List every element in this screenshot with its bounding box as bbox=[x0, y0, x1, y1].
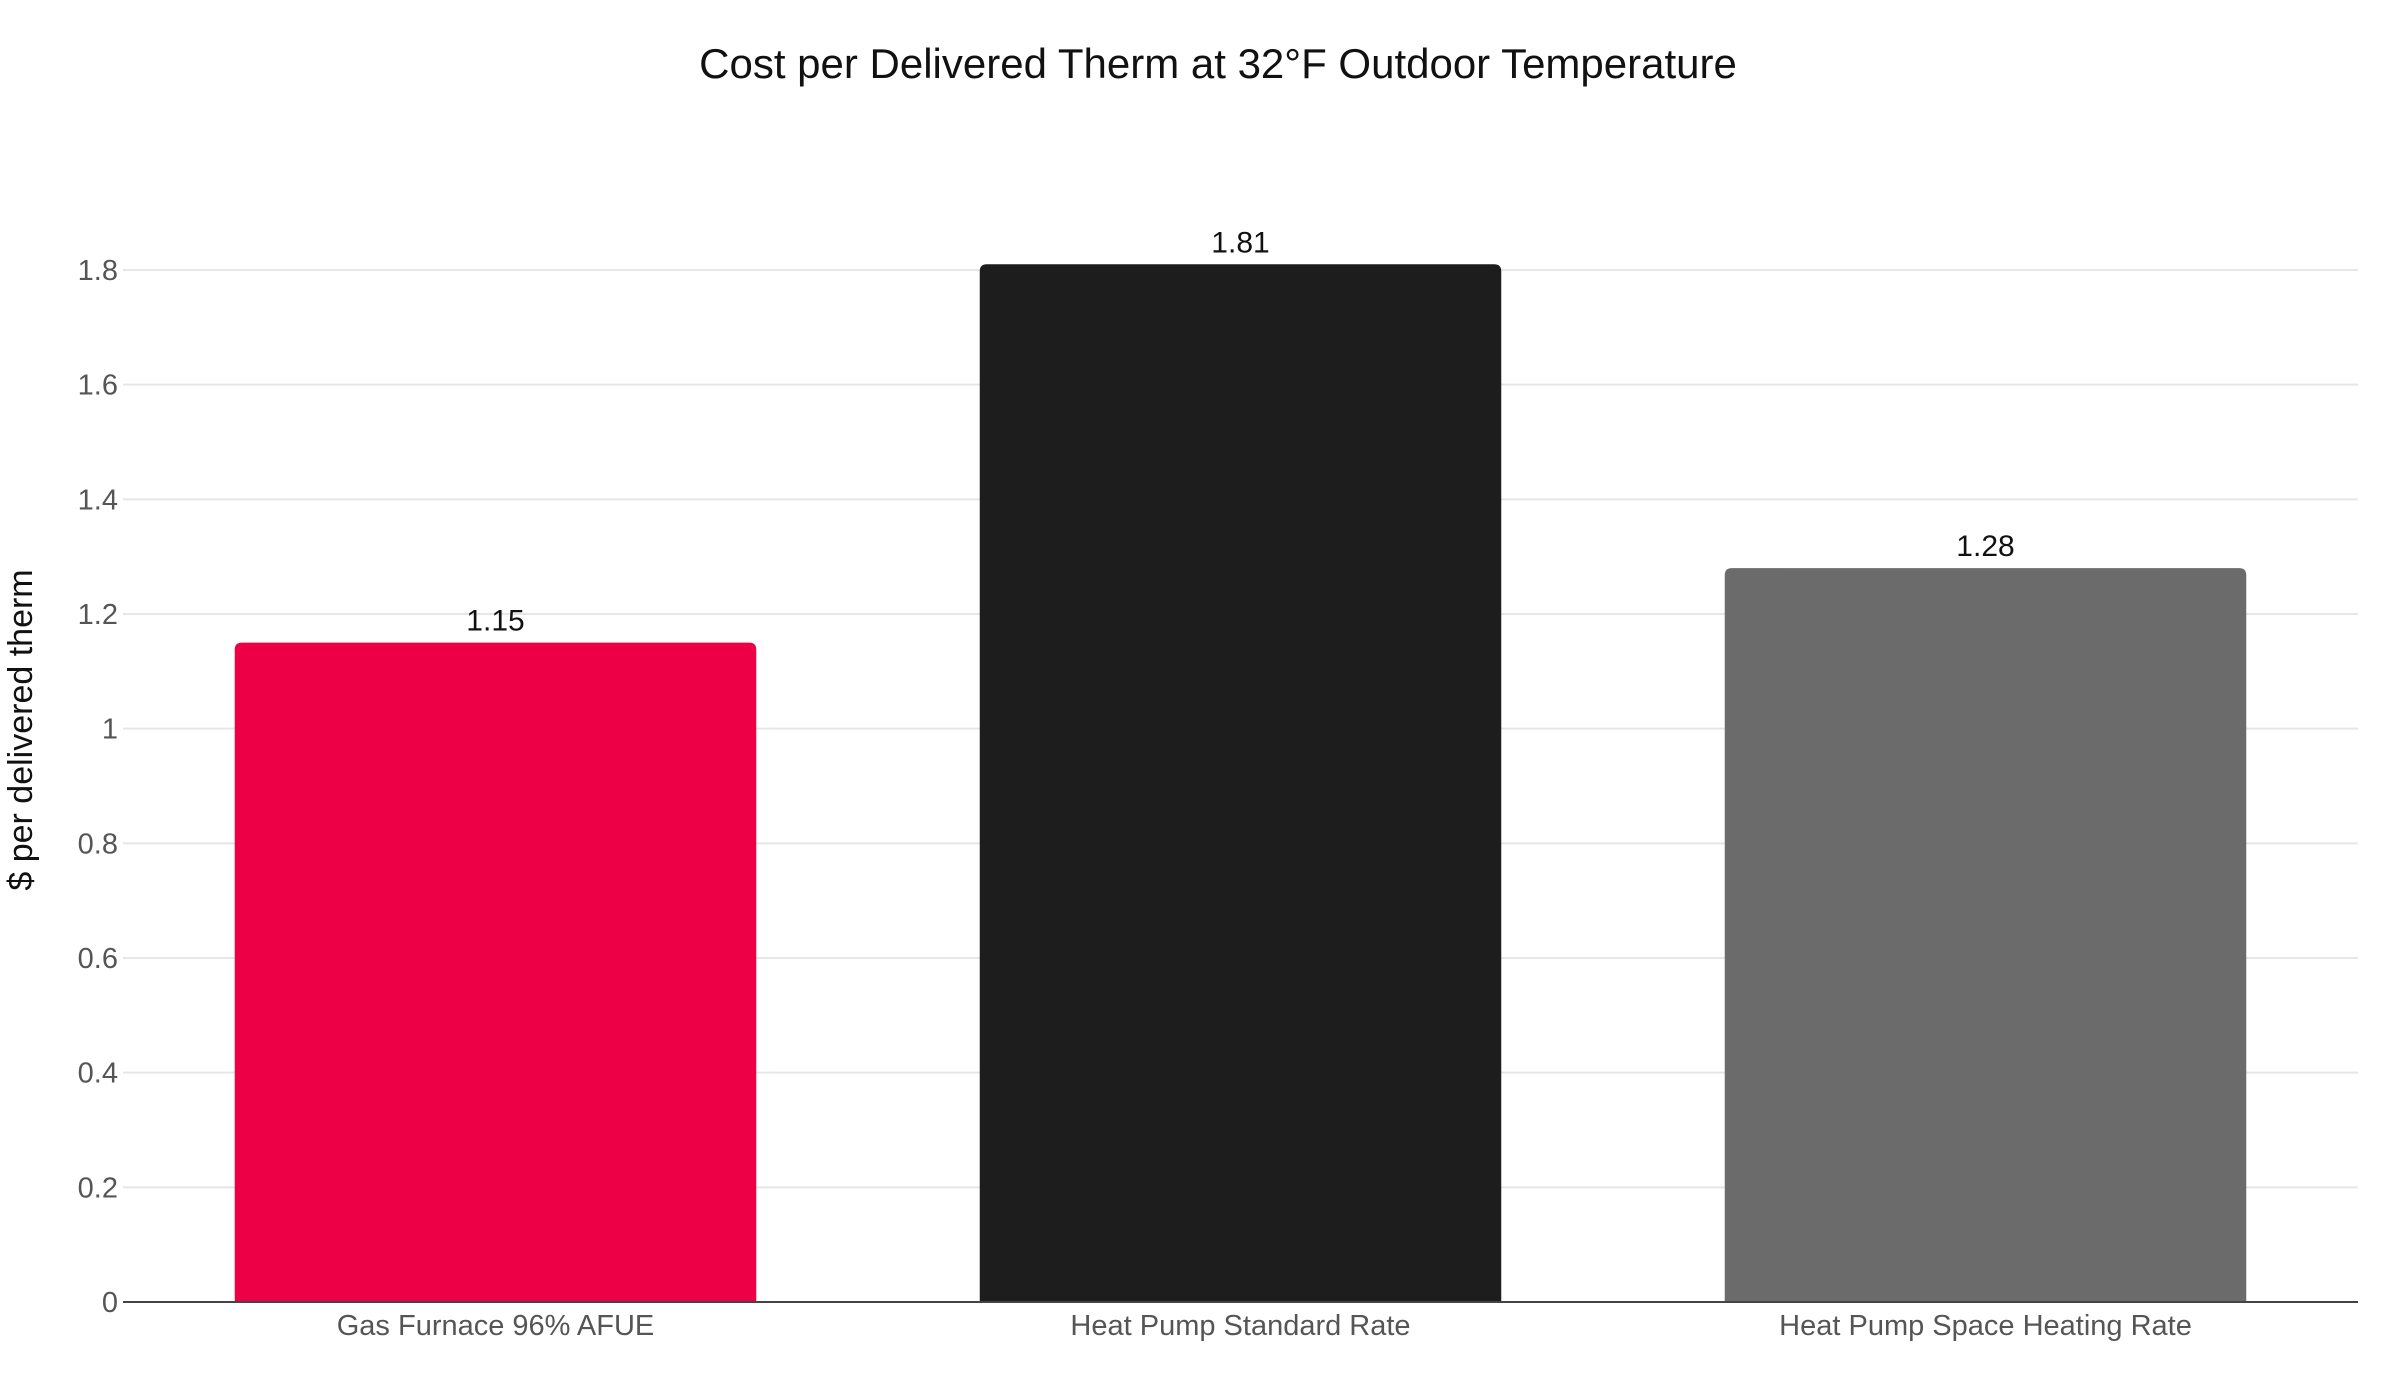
y-tick-label: 0.2 bbox=[78, 1172, 118, 1204]
x-tick-label: Heat Pump Standard Rate bbox=[1070, 1310, 1410, 1342]
x-tick-label: Heat Pump Space Heating Rate bbox=[1779, 1310, 2192, 1342]
y-tick-label: 1.2 bbox=[78, 599, 118, 631]
y-tick-label: 1 bbox=[102, 714, 118, 746]
bar-value-label: 1.15 bbox=[466, 605, 524, 638]
y-tick-label: 1.6 bbox=[78, 370, 118, 402]
y-tick-label: 0 bbox=[102, 1287, 118, 1319]
y-tick-label: 0.8 bbox=[78, 828, 118, 860]
bar bbox=[979, 264, 1502, 1303]
bars bbox=[234, 264, 2247, 1303]
bar-value-label: 1.81 bbox=[1211, 226, 1269, 259]
y-axis-ticks: 0 0.2 0.4 0.6 0.8 1 1.2 1.4 1.6 1.8 bbox=[78, 255, 118, 1319]
bar bbox=[1724, 568, 2247, 1302]
y-tick-label: 1.4 bbox=[78, 484, 118, 516]
y-tick-label: 0.6 bbox=[78, 943, 118, 975]
y-axis-label: $ per delivered therm bbox=[2, 569, 40, 890]
y-tick-label: 0.4 bbox=[78, 1058, 118, 1090]
y-tick-label: 1.8 bbox=[78, 255, 118, 287]
chart-title: Cost per Delivered Therm at 32°F Outdoor… bbox=[699, 40, 1737, 87]
x-axis-ticks: Gas Furnace 96% AFUE Heat Pump Standard R… bbox=[337, 1310, 2192, 1342]
bar-value-label: 1.28 bbox=[1956, 530, 2014, 563]
data-labels: 1.15 1.81 1.28 bbox=[466, 226, 2014, 637]
bar bbox=[234, 642, 757, 1302]
x-tick-label: Gas Furnace 96% AFUE bbox=[337, 1310, 655, 1342]
